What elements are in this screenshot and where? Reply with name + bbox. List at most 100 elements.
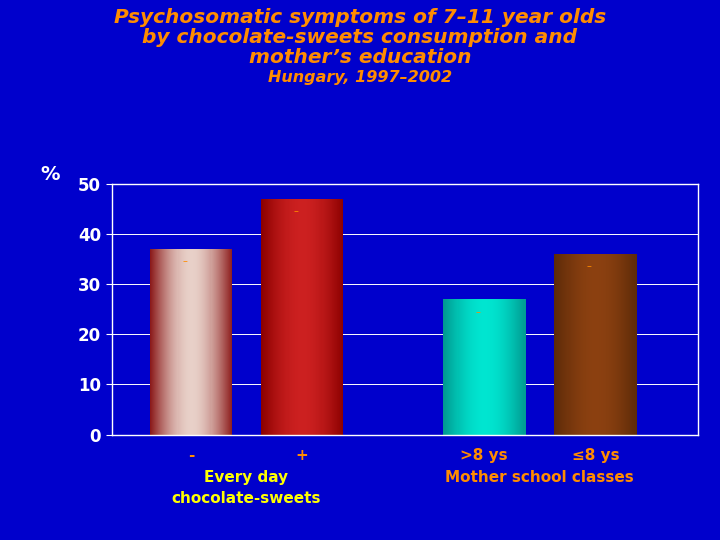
- Bar: [474, 299, 475, 435]
- Bar: [492, 299, 494, 435]
- Bar: [172, 249, 174, 435]
- Bar: [618, 254, 619, 435]
- Text: ≤8 ys: ≤8 ys: [572, 448, 619, 463]
- Bar: [581, 254, 582, 435]
- Bar: [626, 254, 627, 435]
- Bar: [612, 254, 613, 435]
- Bar: [188, 249, 189, 435]
- Bar: [473, 299, 474, 435]
- Bar: [579, 254, 580, 435]
- Bar: [634, 254, 636, 435]
- Text: Every day: Every day: [204, 470, 289, 485]
- Bar: [470, 299, 471, 435]
- Bar: [311, 199, 312, 435]
- Bar: [509, 299, 510, 435]
- Text: –: –: [475, 307, 480, 316]
- Bar: [625, 254, 626, 435]
- Bar: [505, 299, 506, 435]
- Bar: [271, 199, 272, 435]
- Bar: [223, 249, 224, 435]
- Bar: [269, 199, 270, 435]
- Text: Mother school classes: Mother school classes: [446, 470, 634, 485]
- Bar: [608, 254, 610, 435]
- Bar: [163, 249, 164, 435]
- Bar: [186, 249, 188, 435]
- Bar: [607, 254, 608, 435]
- Bar: [165, 249, 166, 435]
- Bar: [268, 199, 269, 435]
- Bar: [227, 249, 228, 435]
- Bar: [316, 199, 318, 435]
- Bar: [459, 299, 461, 435]
- Bar: [580, 254, 581, 435]
- Bar: [563, 254, 564, 435]
- Bar: [587, 254, 588, 435]
- Bar: [499, 299, 500, 435]
- Bar: [610, 254, 611, 435]
- Bar: [329, 199, 330, 435]
- Bar: [265, 199, 266, 435]
- Bar: [183, 249, 184, 435]
- Bar: [565, 254, 567, 435]
- Bar: [210, 249, 212, 435]
- Bar: [215, 249, 217, 435]
- Bar: [322, 199, 323, 435]
- Bar: [472, 299, 473, 435]
- Bar: [171, 249, 172, 435]
- Bar: [190, 249, 191, 435]
- Bar: [519, 299, 521, 435]
- Bar: [488, 299, 490, 435]
- Bar: [479, 299, 480, 435]
- Bar: [521, 299, 523, 435]
- Bar: [164, 249, 165, 435]
- Bar: [482, 299, 483, 435]
- Bar: [518, 299, 519, 435]
- Bar: [184, 249, 185, 435]
- Bar: [280, 199, 282, 435]
- Bar: [502, 299, 503, 435]
- Bar: [325, 199, 327, 435]
- Bar: [445, 299, 446, 435]
- Bar: [576, 254, 577, 435]
- Bar: [301, 199, 302, 435]
- Bar: [341, 199, 342, 435]
- Bar: [606, 254, 607, 435]
- Text: +: +: [295, 448, 308, 463]
- Bar: [586, 254, 587, 435]
- Bar: [621, 254, 622, 435]
- Bar: [631, 254, 632, 435]
- Bar: [559, 254, 560, 435]
- Text: Psychosomatic symptoms of 7–11 year olds: Psychosomatic symptoms of 7–11 year olds: [114, 8, 606, 27]
- Bar: [334, 199, 335, 435]
- Bar: [189, 249, 190, 435]
- Bar: [166, 249, 167, 435]
- Bar: [179, 249, 181, 435]
- Bar: [229, 249, 230, 435]
- Bar: [487, 299, 488, 435]
- Bar: [456, 299, 457, 435]
- Bar: [485, 299, 486, 435]
- Bar: [495, 299, 497, 435]
- Bar: [503, 299, 504, 435]
- Bar: [305, 199, 306, 435]
- Bar: [221, 249, 222, 435]
- Bar: [337, 199, 338, 435]
- Bar: [462, 299, 463, 435]
- Bar: [161, 249, 162, 435]
- Bar: [554, 254, 555, 435]
- Bar: [560, 254, 562, 435]
- Bar: [291, 199, 292, 435]
- Bar: [304, 199, 305, 435]
- Bar: [327, 199, 328, 435]
- Bar: [176, 249, 178, 435]
- Bar: [624, 254, 625, 435]
- Bar: [619, 254, 620, 435]
- Bar: [558, 254, 559, 435]
- Bar: [629, 254, 631, 435]
- Bar: [313, 199, 315, 435]
- Bar: [309, 199, 310, 435]
- Bar: [615, 254, 616, 435]
- Bar: [282, 199, 284, 435]
- Bar: [557, 254, 558, 435]
- Bar: [481, 299, 482, 435]
